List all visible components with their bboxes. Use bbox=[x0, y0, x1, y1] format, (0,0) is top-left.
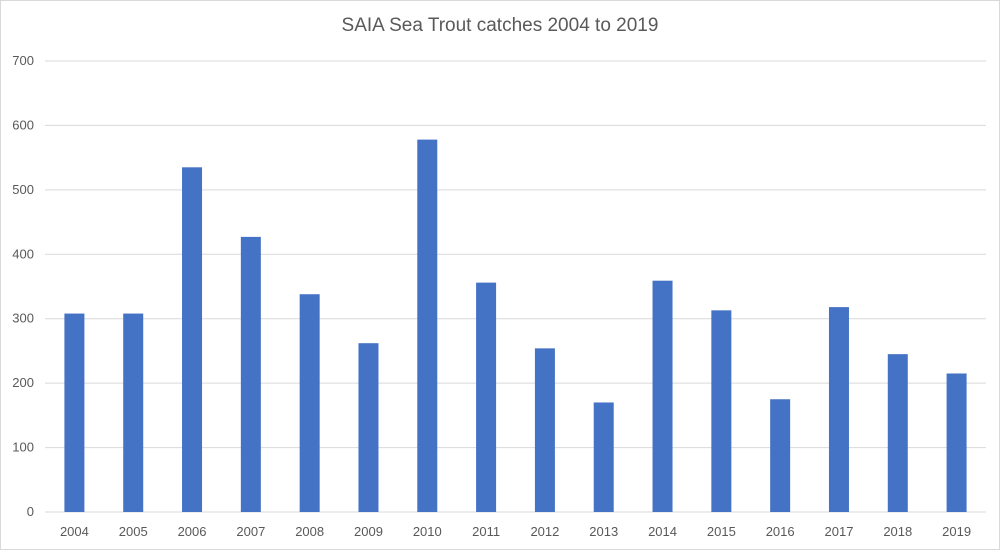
bar-2007 bbox=[240, 236, 261, 512]
y-tick-label: 200 bbox=[12, 375, 34, 390]
y-tick-label: 400 bbox=[12, 246, 34, 261]
bar-2018 bbox=[887, 354, 908, 512]
x-tick-label: 2009 bbox=[354, 524, 383, 539]
bar-2011 bbox=[476, 282, 497, 512]
x-tick-label: 2010 bbox=[413, 524, 442, 539]
x-tick-label: 2015 bbox=[707, 524, 736, 539]
x-tick-label: 2006 bbox=[178, 524, 207, 539]
x-tick-label: 2019 bbox=[942, 524, 971, 539]
y-tick-label: 300 bbox=[12, 311, 34, 326]
bar-2014 bbox=[652, 280, 673, 512]
bar-2012 bbox=[534, 348, 555, 512]
bar-2004 bbox=[64, 313, 85, 512]
y-axis-labels: 0 100 200 300 400 500 600 700 bbox=[12, 53, 34, 519]
y-tick-label: 0 bbox=[27, 504, 34, 519]
y-tick-label: 700 bbox=[12, 53, 34, 68]
x-tick-label: 2016 bbox=[766, 524, 795, 539]
bar-2005 bbox=[123, 313, 144, 512]
bar-2009 bbox=[358, 343, 379, 512]
x-tick-label: 2007 bbox=[236, 524, 265, 539]
bar-2015 bbox=[711, 310, 732, 512]
bar-2016 bbox=[770, 399, 791, 512]
x-tick-label: 2011 bbox=[472, 524, 500, 539]
x-axis-labels: 2004 2005 2006 2007 2008 2009 2010 2011 2012 2013… bbox=[60, 524, 971, 539]
bar-2019 bbox=[946, 373, 967, 512]
x-tick-label: 2014 bbox=[648, 524, 677, 539]
x-tick-label: 2013 bbox=[589, 524, 618, 539]
chart-title: SAIA Sea Trout catches 2004 to 2019 bbox=[341, 15, 659, 36]
x-tick-label: 2012 bbox=[530, 524, 559, 539]
x-tick-label: 2004 bbox=[60, 524, 89, 539]
y-tick-label: 100 bbox=[12, 440, 34, 455]
bar-2006 bbox=[182, 167, 203, 513]
bar-2017 bbox=[828, 307, 849, 512]
x-tick-label: 2017 bbox=[825, 524, 854, 539]
bar-2013 bbox=[593, 402, 614, 512]
bar-2008 bbox=[299, 294, 320, 512]
x-tick-label: 2018 bbox=[883, 524, 912, 539]
x-tick-label: 2005 bbox=[119, 524, 148, 539]
bar-2010 bbox=[417, 139, 438, 513]
y-tick-label: 600 bbox=[12, 117, 34, 132]
x-tick-label: 2008 bbox=[295, 524, 324, 539]
bars bbox=[64, 139, 967, 513]
y-tick-label: 500 bbox=[12, 182, 34, 197]
